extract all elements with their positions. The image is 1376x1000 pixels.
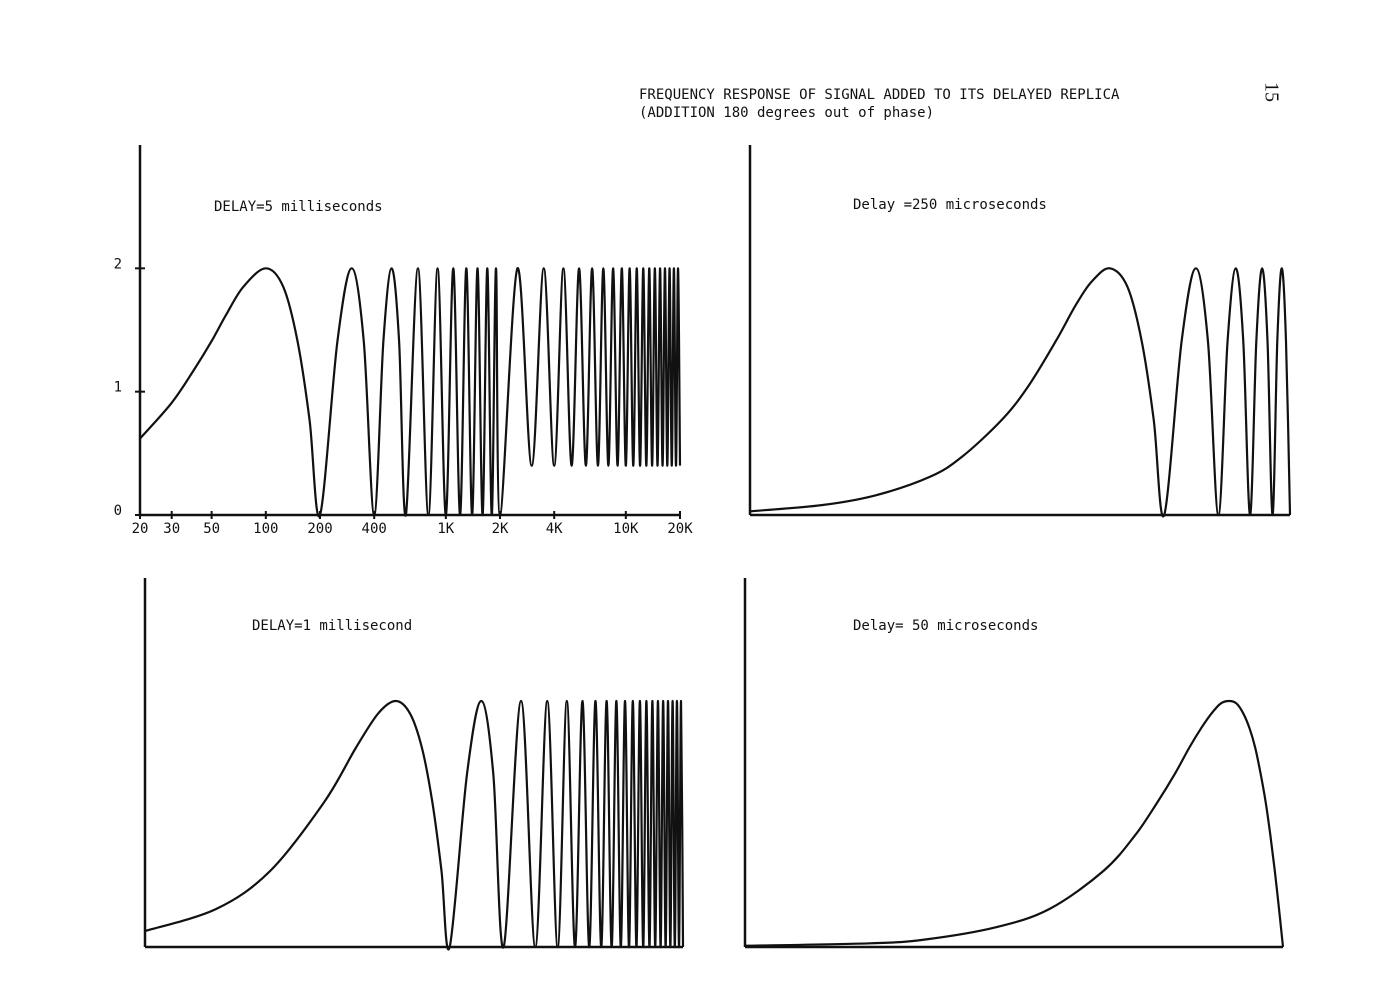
page-subtitle: (ADDITION 180 degrees out of phase) xyxy=(639,105,934,121)
chart-title: Delay= 50 microseconds xyxy=(853,618,1038,634)
x-tick-label: 20K xyxy=(667,521,693,537)
x-tick-label: 2K xyxy=(492,521,509,537)
x-tick-label: 20 xyxy=(132,521,149,537)
response-curve xyxy=(139,267,682,518)
chart-title: DELAY=1 millisecond xyxy=(252,618,412,634)
x-tick-label: 30 xyxy=(163,521,180,537)
chart-title: DELAY=5 milliseconds xyxy=(214,199,383,215)
response-curve xyxy=(144,699,685,951)
y-tick-label: 1 xyxy=(114,380,122,396)
x-tick-label: 10K xyxy=(613,521,639,537)
x-tick-label: 400 xyxy=(362,521,387,537)
x-tick-label: 50 xyxy=(203,521,220,537)
x-tick-label: 1K xyxy=(437,521,454,537)
page-title: FREQUENCY RESPONSE OF SIGNAL ADDED TO IT… xyxy=(639,87,1120,103)
y-tick-label: 0 xyxy=(114,503,122,519)
response-curve xyxy=(749,267,1292,518)
x-tick-label: 100 xyxy=(253,521,278,537)
chart-title: Delay =250 microseconds xyxy=(853,197,1047,213)
page-number: 15 xyxy=(1260,82,1282,102)
y-tick-label: 2 xyxy=(114,256,122,272)
x-tick-label: 200 xyxy=(307,521,332,537)
x-tick-label: 4K xyxy=(546,521,563,537)
response-curve xyxy=(744,699,1285,948)
